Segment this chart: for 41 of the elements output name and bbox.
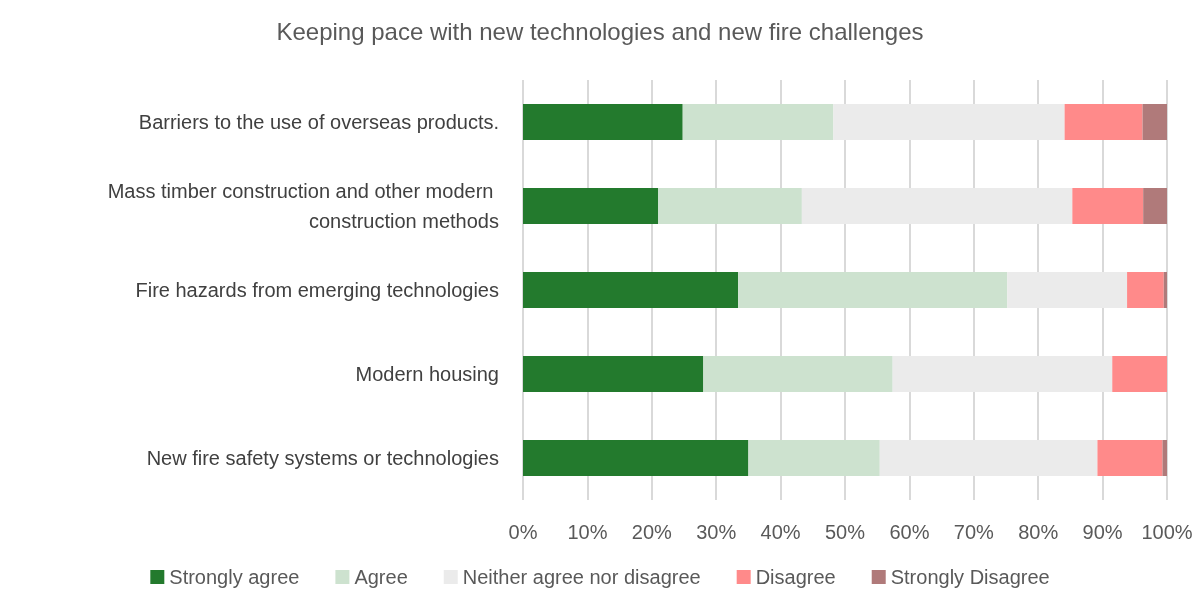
bar xyxy=(833,104,1065,140)
legend-label: Neither agree nor disagree xyxy=(462,566,701,588)
x-tick-label: 0% xyxy=(508,521,538,543)
y-tick-label: New fire safety systems or technologies xyxy=(146,447,499,469)
bar xyxy=(801,188,1073,224)
y-tick-label: Modern housing xyxy=(355,363,499,385)
bar xyxy=(523,272,739,308)
x-tick-label: 40% xyxy=(760,521,801,543)
bar xyxy=(1097,440,1163,476)
bar xyxy=(523,104,683,140)
bar xyxy=(879,440,1098,476)
x-tick-label: 20% xyxy=(631,521,673,543)
x-tick-label: 50% xyxy=(824,521,866,543)
x-tick-label: 30% xyxy=(696,521,737,543)
y-tick-label: Fire hazards from emerging technologies xyxy=(135,279,499,301)
legend-label: Disagree xyxy=(755,566,836,588)
bar xyxy=(1143,188,1167,224)
bar xyxy=(1112,356,1167,392)
bar xyxy=(1162,440,1167,476)
x-tick-label: 70% xyxy=(953,521,995,543)
x-tick-label: 10% xyxy=(567,521,608,543)
bar xyxy=(1142,104,1167,140)
y-tick-label: Mass timber construction and other modern construction methods xyxy=(107,180,499,232)
bar xyxy=(1163,272,1167,308)
x-tick-label: 100% xyxy=(1141,521,1193,543)
bar xyxy=(523,440,749,476)
x-tick-label: 80% xyxy=(1018,521,1059,543)
legend-label: Strongly Disagree xyxy=(890,566,1050,588)
bar xyxy=(1064,104,1143,140)
legend-label: Agree xyxy=(354,566,408,588)
bar xyxy=(1127,272,1164,308)
y-tick-label: Barriers to the use of overseas products. xyxy=(138,111,499,133)
x-tick-label: 60% xyxy=(889,521,930,543)
bar xyxy=(523,356,704,392)
legend-label: Strongly agree xyxy=(169,566,300,588)
bar xyxy=(1072,188,1144,224)
x-tick-label: 90% xyxy=(1082,521,1123,543)
bar xyxy=(523,188,659,224)
chart-title: Keeping pace with new technologies and new fire challenges xyxy=(276,17,924,45)
bar xyxy=(892,356,1113,392)
bar xyxy=(1007,272,1128,308)
